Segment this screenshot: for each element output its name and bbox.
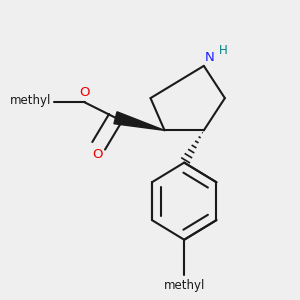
Text: H: H xyxy=(219,44,228,58)
Text: O: O xyxy=(92,148,103,161)
Text: methyl: methyl xyxy=(10,94,52,107)
Text: methyl: methyl xyxy=(164,279,205,292)
Polygon shape xyxy=(114,112,165,130)
Text: N: N xyxy=(205,52,215,64)
Text: O: O xyxy=(80,86,90,99)
